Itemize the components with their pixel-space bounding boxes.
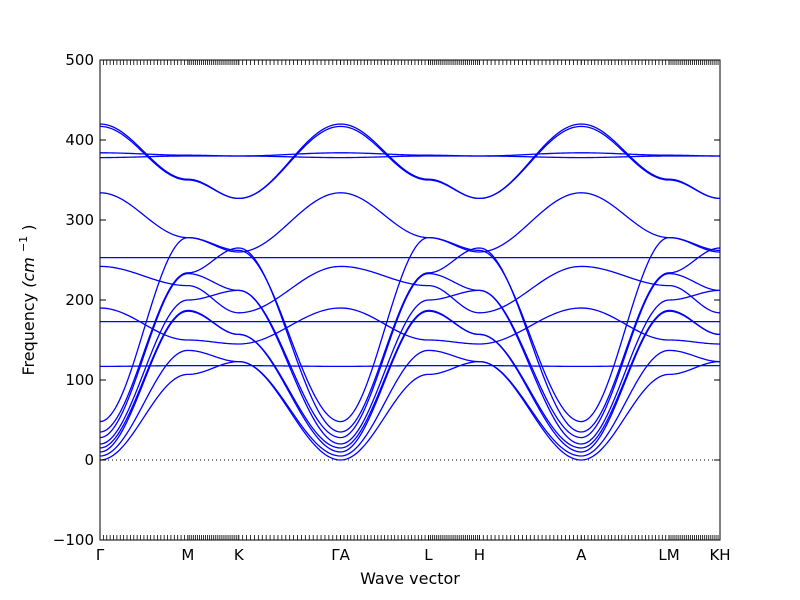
- band-line-2: [99, 349, 721, 457]
- band-line-16: [100, 152, 720, 157]
- x-tick-label: H: [474, 546, 485, 564]
- y-tick-label: 300: [65, 211, 94, 229]
- x-tick-label: M: [181, 546, 194, 564]
- x-tick-label: ΓA: [331, 546, 350, 564]
- plot-frame: [99, 59, 721, 541]
- x-tick-label: L: [424, 546, 433, 564]
- x-tick-label: KH: [709, 546, 730, 564]
- x-axis-label: Wave vector: [360, 569, 460, 588]
- band-lines: [99, 123, 721, 461]
- y-axis-label-text: Frequency: [19, 288, 38, 376]
- band-line-12: [99, 265, 721, 314]
- band-line-18: [99, 123, 721, 200]
- y-tick-label: 0: [84, 451, 94, 469]
- y-tick-label: −100: [53, 531, 94, 549]
- y-tick-label: 100: [65, 371, 94, 389]
- y-tick-label: 500: [65, 51, 94, 69]
- band-line-1: [99, 360, 721, 461]
- x-tick-labels: Γ M K ΓA L H A LM KH: [96, 546, 731, 564]
- y-tick-label: 200: [65, 291, 94, 309]
- y-tick-label: 400: [65, 131, 94, 149]
- band-line-11: [99, 307, 721, 345]
- y-axis-label-close: ): [19, 224, 38, 230]
- x-tick-label: K: [234, 546, 245, 564]
- y-tick-labels: −100 0 100 200 300 400 500: [53, 51, 94, 549]
- y-axis-label: Frequency (cm −1 ): [12, 224, 38, 375]
- band-line-14: [99, 192, 721, 253]
- x-tick-label: LM: [658, 546, 679, 564]
- x-tick-label: Γ: [96, 546, 105, 564]
- band-line-5: [99, 289, 721, 445]
- x-tick-label: A: [576, 546, 587, 564]
- y-axis-label-unit: (cm: [19, 257, 38, 288]
- band-line-7: [99, 247, 721, 433]
- y-axis-label-exponent: −1: [17, 236, 30, 252]
- band-line-4: [99, 309, 721, 449]
- band-line-6: [99, 272, 721, 439]
- band-line-9: [100, 364, 720, 368]
